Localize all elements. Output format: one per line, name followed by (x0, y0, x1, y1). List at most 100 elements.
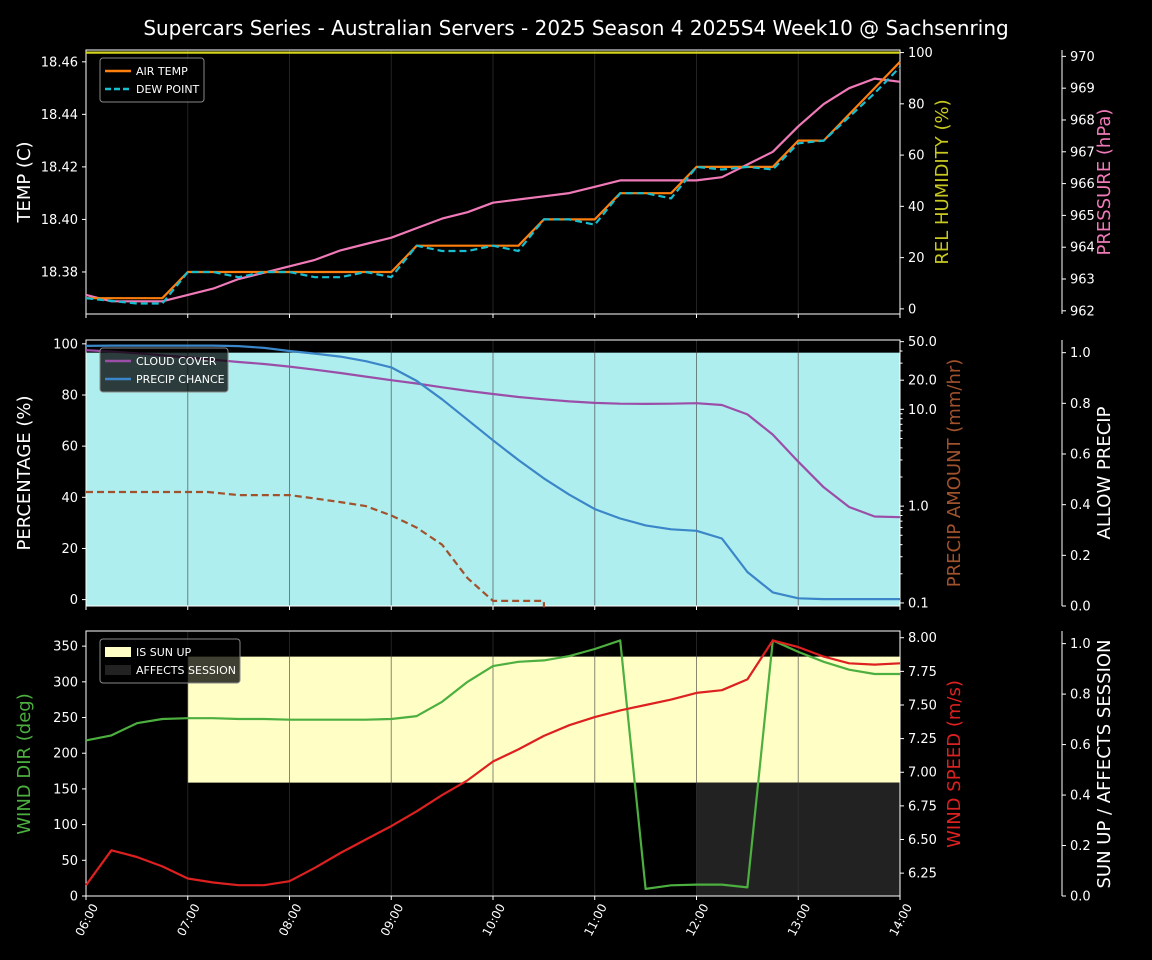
sun-affects-axis-label: SUN UP / AFFECTS SESSION (1094, 639, 1115, 888)
wind-left-tick-label: 300 (53, 675, 78, 690)
temp-ylabel: TEMP (C) (14, 141, 35, 223)
precip-legend-label: PRECIP CHANCE (136, 373, 225, 386)
wind-speed-axis-tick-label: 8.00 (908, 631, 937, 646)
precip-chance-line (85, 344, 900, 601)
wind-legend-label: AFFECTS SESSION (136, 664, 236, 677)
wind-legend-box (99, 638, 241, 684)
wind-left-tick-label: 200 (53, 747, 78, 762)
wind-speed-axis-tick-label: 7.50 (908, 698, 937, 713)
pressure-axis-label: PRESSURE (hPa) (1094, 109, 1115, 256)
precipitation-panel: 0 20 40 60 80 100 PERCENTAGE (%) 0.1 1.0 10.0 20.0… (14, 335, 1115, 614)
precip-left-tick-label: 0 (70, 593, 78, 608)
temp-legend-label: DEW POINT (136, 83, 200, 96)
wind-speed-line (85, 639, 901, 887)
humidity-axis-tick-label: 60 (908, 149, 925, 164)
humidity-axis-tick-label: 20 (908, 251, 925, 266)
x-tick-label: 11:00 (581, 901, 610, 938)
x-tick-label: 08:00 (276, 901, 305, 938)
precip-amount-axis-label: PRECIP AMOUNT (mm/hr) (944, 359, 965, 588)
precip-legend-label: CLOUD COVER (136, 355, 217, 368)
allow-precip-axis-tick-label: 1.0 (1070, 346, 1091, 361)
temp-left-tick-label: 18.38 (41, 265, 78, 280)
wind-panel: 0 50 100 150 200 250 300 350 WIND DIR (deg) 6.25 6… (14, 630, 1115, 905)
x-tick-label: 10:00 (480, 901, 509, 938)
wind-dir-line (85, 639, 900, 891)
wind-speed-axis-tick-label: 6.75 (908, 799, 937, 814)
precip-amount-axis-tick-label: 1.0 (908, 500, 929, 515)
sun-affects-axis-tick-label: 0.8 (1070, 688, 1091, 703)
humidity-axis-tick-label: 40 (908, 200, 925, 215)
precip-left-tick-label: 40 (61, 491, 78, 506)
wind-speed-axis-tick-label: 6.25 (908, 867, 937, 882)
humidity-axis-tick-label: 0 (908, 302, 916, 317)
wind-legend-patch (105, 647, 131, 657)
sun-affects-axis-tick-label: 0.6 (1070, 738, 1091, 753)
wind-left-tick-label: 250 (53, 711, 78, 726)
wind-speed-axis-tick-label: 7.00 (908, 766, 937, 781)
allow-precip-axis-label: ALLOW PRECIP (1094, 406, 1115, 539)
wind-left-tick-label: 0 (70, 890, 78, 905)
wind-left-tick-label: 150 (53, 782, 78, 797)
precip-amount-axis-tick-label: 0.1 (908, 596, 929, 611)
precip-left-tick-label: 20 (61, 542, 78, 557)
sun-affects-axis-tick-label: 0.0 (1070, 890, 1091, 905)
time-axis: 06:00 07:00 08:00 09:00 10:00 11:00 12:00 13:00… (73, 901, 916, 938)
precip-left-tick-label: 60 (61, 440, 78, 455)
wind-legend-label: IS SUN UP (136, 646, 192, 659)
pressure-axis-tick-label: 964 (1070, 241, 1095, 256)
pressure-axis-tick-label: 968 (1070, 113, 1095, 128)
dew-point-line (85, 66, 901, 305)
pressure-axis-tick-label: 969 (1070, 82, 1095, 97)
allow-precip-axis-tick-label: 0.6 (1070, 448, 1091, 463)
temp-legend-box (99, 57, 205, 103)
wind-speed-axis-tick-label: 7.25 (908, 732, 937, 747)
wind-ylabel: WIND DIR (deg) (14, 693, 35, 835)
pressure-axis-tick-label: 962 (1070, 304, 1095, 319)
wind-legend-patch (105, 665, 131, 675)
wind-speed-axis-tick-label: 7.75 (908, 665, 937, 680)
sun-affects-axis-tick-label: 0.4 (1070, 789, 1091, 804)
precip-amount-axis-tick-label: 50.0 (908, 335, 937, 350)
precip-legend-box (99, 347, 229, 393)
humidity-axis-tick-label: 100 (908, 46, 933, 61)
x-tick-label: 14:00 (887, 901, 916, 938)
wind-speed-axis-label: WIND SPEED (m/s) (944, 680, 965, 848)
x-tick-label: 09:00 (378, 901, 407, 938)
precip-amount-line (86, 490, 546, 608)
chart-title: Supercars Series - Australian Servers - … (143, 16, 1008, 40)
sun-affects-axis-tick-label: 0.2 (1070, 839, 1091, 854)
allow-precip-axis-tick-label: 0.2 (1070, 549, 1091, 564)
temp-left-tick-label: 18.46 (41, 55, 78, 70)
pressure-axis-tick-label: 970 (1070, 50, 1095, 65)
wind-left-tick-label: 50 (61, 854, 78, 869)
allow-precip-axis-tick-label: 0.4 (1070, 498, 1091, 513)
humidity-axis-label: REL HUMIDITY (%) (932, 99, 953, 264)
temp-left-tick-label: 18.44 (41, 108, 78, 123)
temp-left-tick-label: 18.42 (41, 160, 78, 175)
wind-speed-axis-tick-label: 6.50 (908, 833, 937, 848)
pressure-axis-tick-label: 965 (1070, 209, 1095, 224)
x-tick-label: 07:00 (174, 901, 203, 938)
allow-precip-axis-tick-label: 0.8 (1070, 397, 1091, 412)
pressure-axis-tick-label: 966 (1070, 177, 1095, 192)
temperature-panel: 18.38 18.40 18.42 18.44 18.46 TEMP (C) 0 20 40 60… (14, 46, 1115, 319)
precip-ylabel: PERCENTAGE (%) (14, 395, 35, 550)
pressure-axis-tick-label: 967 (1070, 145, 1095, 160)
humidity-axis-tick-label: 80 (908, 97, 925, 112)
allow-precip-axis-tick-label: 0.0 (1070, 600, 1091, 615)
wind-left-tick-label: 100 (53, 818, 78, 833)
pressure-line (85, 77, 901, 303)
wind-left-tick-label: 350 (53, 640, 78, 655)
precip-amount-axis-tick-label: 20.0 (908, 374, 937, 389)
precip-left-tick-label: 100 (53, 337, 78, 352)
temp-legend-label: AIR TEMP (136, 65, 188, 78)
temp-left-tick-label: 18.40 (41, 213, 78, 228)
x-tick-label: 12:00 (683, 901, 712, 938)
x-tick-label: 06:00 (73, 901, 102, 938)
precip-amount-axis-tick-label: 10.0 (908, 403, 937, 418)
x-tick-label: 13:00 (785, 901, 814, 938)
sun-affects-axis-tick-label: 1.0 (1070, 637, 1091, 652)
pressure-axis-tick-label: 963 (1070, 273, 1095, 288)
precip-left-tick-label: 80 (61, 388, 78, 403)
